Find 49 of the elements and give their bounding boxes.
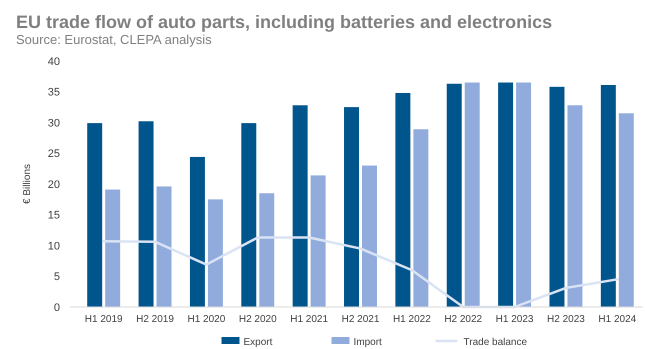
bar	[464, 82, 480, 307]
y-tick-label: 20	[48, 178, 60, 191]
line-series	[102, 236, 619, 308]
x-tick-label: H1 2019	[84, 314, 124, 325]
y-tick-label: 15	[48, 210, 60, 222]
chart-subtitle: Source: Eurostat, CLEPA analysis	[16, 32, 212, 47]
legend-label: Export	[244, 337, 273, 348]
bar	[241, 123, 256, 307]
x-tick-label: H1 2020	[188, 314, 226, 325]
x-tick-label: H2 2021	[342, 314, 380, 325]
bar	[446, 84, 462, 307]
x-tick-label: H1 2024	[598, 314, 637, 325]
bar	[567, 105, 582, 307]
y-axis-title: € Billions	[22, 164, 33, 204]
bar	[292, 105, 308, 307]
x-tick-label: H2 2023	[547, 314, 586, 325]
chart-title: EU trade flow of auto parts, including batteries and electronics	[16, 12, 552, 32]
x-tick-label: H2 2022	[444, 314, 483, 325]
bar	[362, 166, 377, 307]
bar	[259, 193, 274, 307]
y-tick-label: 10	[48, 240, 60, 252]
y-tick-label: 35	[48, 86, 60, 99]
legend-label: Import	[354, 337, 382, 348]
bar	[310, 175, 326, 307]
x-tick-label: H2 2019	[136, 314, 174, 325]
bar	[395, 92, 410, 307]
legend-label: Trade balance	[464, 337, 528, 348]
bar	[156, 186, 172, 307]
bar	[549, 86, 564, 307]
x-tick-label: H1 2021	[290, 314, 328, 325]
bar	[208, 199, 223, 307]
x-tick-label: H2 2020	[238, 314, 278, 325]
y-tick-label: 0	[54, 302, 60, 314]
y-tick-label: 30	[48, 117, 60, 130]
x-tick-label: H1 2022	[392, 314, 432, 325]
bar	[138, 121, 154, 307]
y-tick-label: 25	[48, 148, 60, 160]
bar	[190, 156, 205, 307]
bar	[498, 82, 514, 307]
bar	[618, 113, 634, 307]
bar	[600, 84, 616, 307]
y-tick-label: 40	[48, 56, 60, 68]
bar	[105, 190, 120, 307]
bar	[344, 107, 359, 307]
y-tick-label: 5	[54, 271, 60, 284]
bar	[87, 123, 102, 307]
bar	[516, 82, 532, 307]
bar	[413, 129, 428, 307]
x-tick-label: H1 2023	[496, 314, 534, 325]
